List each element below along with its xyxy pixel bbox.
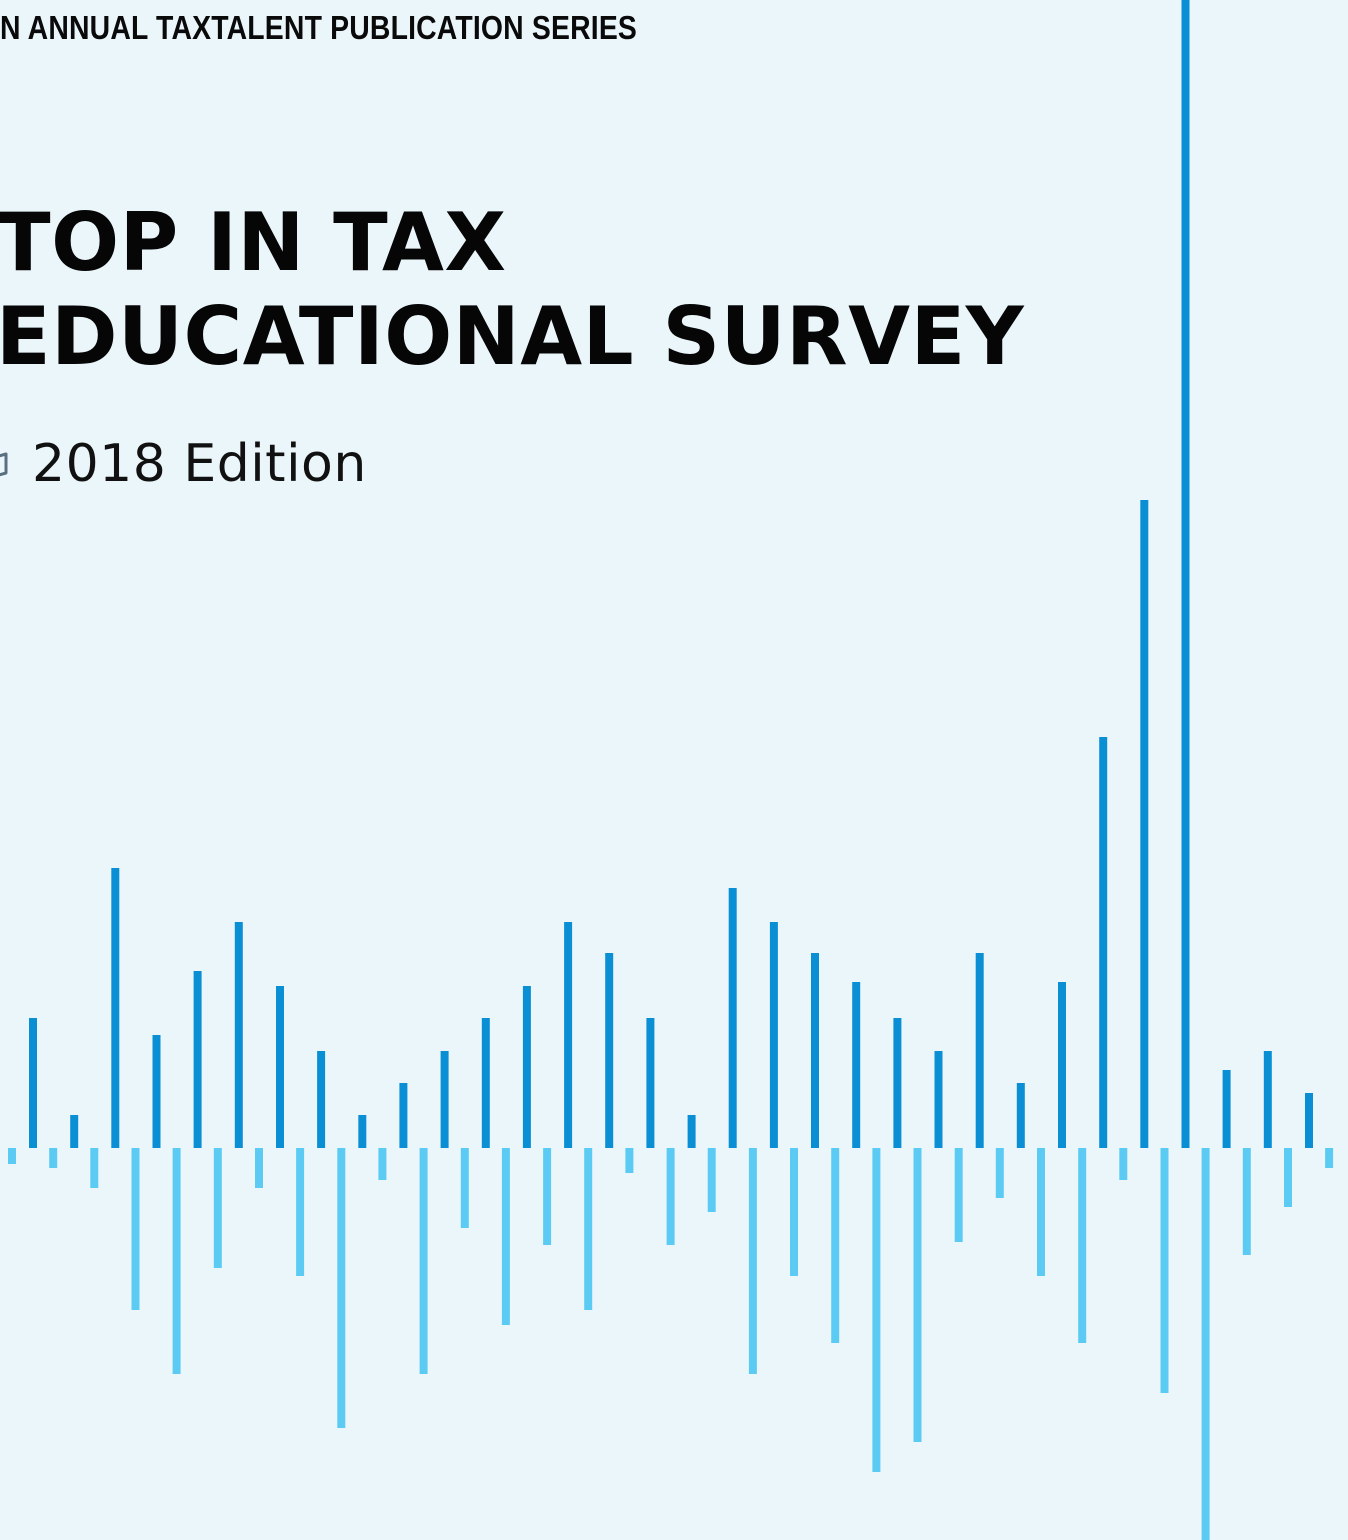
- bar-down: [1161, 1148, 1169, 1393]
- bar-up: [605, 953, 613, 1148]
- bar-up: [646, 1018, 654, 1148]
- bar-down: [749, 1148, 757, 1374]
- bar-down: [1078, 1148, 1086, 1343]
- bar-down: [214, 1148, 222, 1268]
- bar-down: [296, 1148, 304, 1276]
- bar-up: [276, 986, 284, 1148]
- bar-up: [564, 922, 572, 1148]
- bar-down: [708, 1148, 716, 1212]
- bar-down: [955, 1148, 963, 1242]
- bar-down: [790, 1148, 798, 1276]
- bar-up: [935, 1051, 943, 1148]
- bar-down: [831, 1148, 839, 1343]
- bar-up: [29, 1018, 37, 1148]
- bar-up: [893, 1018, 901, 1148]
- bar-up: [399, 1083, 407, 1148]
- bar-down: [132, 1148, 140, 1310]
- bar-up: [688, 1115, 696, 1148]
- bar-up: [111, 868, 119, 1148]
- bar-up: [1182, 0, 1190, 1148]
- bar-down: [667, 1148, 675, 1245]
- bar-down: [625, 1148, 633, 1173]
- bar-down: [8, 1148, 16, 1164]
- bar-up: [153, 1035, 161, 1148]
- bar-up: [194, 971, 202, 1148]
- bar-up: [482, 1018, 490, 1148]
- bar-up: [811, 953, 819, 1148]
- bar-down: [173, 1148, 181, 1374]
- bar-down: [90, 1148, 98, 1188]
- bar-down: [1284, 1148, 1292, 1207]
- bar-down: [49, 1148, 57, 1168]
- bar-down: [1325, 1148, 1333, 1168]
- bar-up: [1305, 1093, 1313, 1148]
- bar-down: [872, 1148, 880, 1472]
- bar-down: [914, 1148, 922, 1442]
- bar-down: [996, 1148, 1004, 1198]
- bar-down: [1037, 1148, 1045, 1276]
- bar-up: [358, 1115, 366, 1148]
- bar-up: [852, 982, 860, 1148]
- bar-down: [337, 1148, 345, 1428]
- bar-down: [1119, 1148, 1127, 1180]
- bar-up: [770, 922, 778, 1148]
- bar-up: [729, 888, 737, 1148]
- bar-down: [378, 1148, 386, 1180]
- bar-down: [461, 1148, 469, 1228]
- bar-up: [317, 1051, 325, 1148]
- bar-down: [420, 1148, 428, 1374]
- bar-up: [1099, 737, 1107, 1148]
- bar-down: [1243, 1148, 1251, 1255]
- bar-up: [1017, 1083, 1025, 1148]
- bar-up: [1058, 982, 1066, 1148]
- bar-down: [543, 1148, 551, 1245]
- bar-down: [502, 1148, 510, 1325]
- bar-up: [441, 1051, 449, 1148]
- bar-up: [235, 922, 243, 1148]
- bar-down: [255, 1148, 263, 1188]
- bar-down: [1202, 1148, 1210, 1540]
- bar-up: [523, 986, 531, 1148]
- bar-up: [1264, 1051, 1272, 1148]
- bar-up: [976, 953, 984, 1148]
- bar-up: [1140, 500, 1148, 1148]
- bar-up: [1223, 1070, 1231, 1148]
- bar-down: [584, 1148, 592, 1310]
- bar-up: [70, 1115, 78, 1148]
